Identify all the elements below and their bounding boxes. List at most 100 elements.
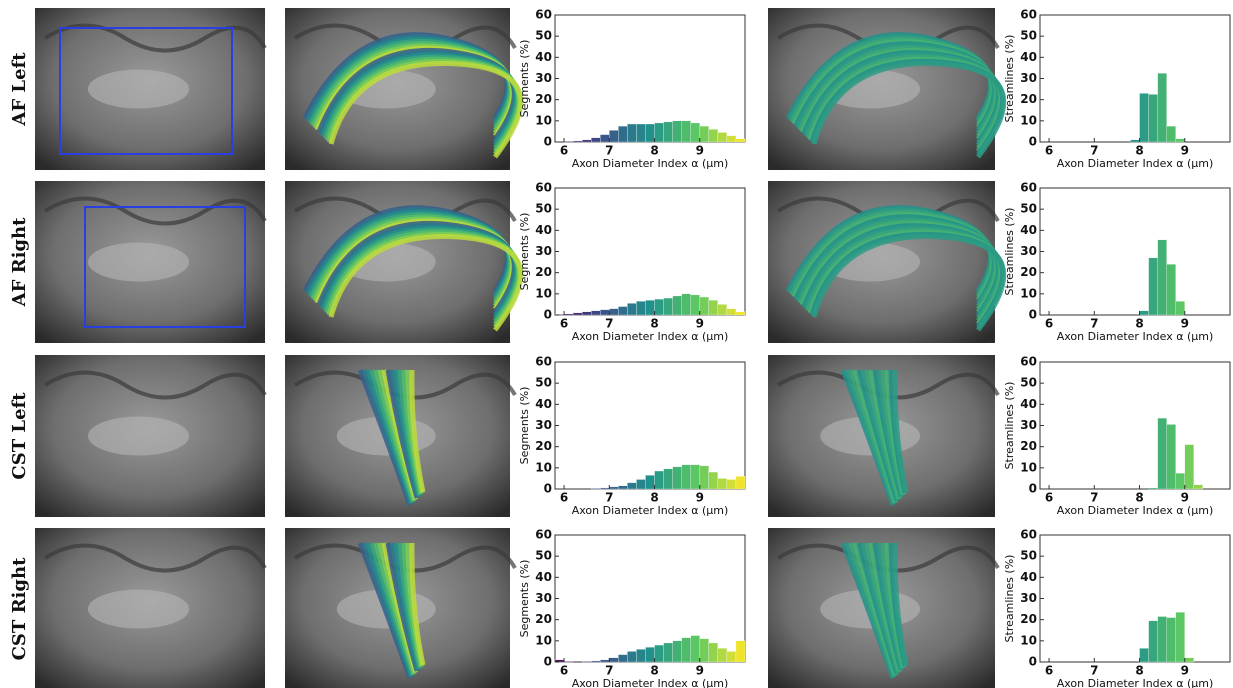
mri-image xyxy=(285,8,524,170)
y-tick-label: 20 xyxy=(535,265,552,279)
bar xyxy=(1175,612,1185,663)
mri-sulci xyxy=(43,23,267,53)
y-tick-label: 60 xyxy=(1020,528,1037,542)
bar xyxy=(708,129,719,143)
bar xyxy=(708,300,719,316)
mri-image xyxy=(35,8,267,170)
x-axis-label: Axon Diameter Index α (μm) xyxy=(1057,157,1214,170)
bar xyxy=(726,651,737,663)
y-tick-label: 40 xyxy=(1020,570,1037,584)
y-tick-label: 40 xyxy=(535,50,552,64)
x-axis-label: Axon Diameter Index α (μm) xyxy=(572,677,729,688)
y-tick-label: 0 xyxy=(1029,135,1037,149)
bar xyxy=(699,465,709,490)
y-tick-label: 30 xyxy=(535,418,552,432)
x-tick-label: 6 xyxy=(560,664,568,678)
x-tick-label: 7 xyxy=(605,317,613,331)
bar xyxy=(600,309,610,316)
y-tick-label: 0 xyxy=(544,308,552,322)
bar xyxy=(636,123,646,143)
y-tick-label: 10 xyxy=(1020,633,1037,647)
bar xyxy=(1184,444,1194,490)
y-tick-label: 20 xyxy=(535,92,552,106)
plot-frame xyxy=(554,14,746,143)
x-tick-label: 8 xyxy=(1135,491,1143,505)
y-axis-label: Segments (%) xyxy=(518,387,531,465)
y-axis-label: Streamlines (%) xyxy=(1003,382,1016,470)
row-label: AF Left xyxy=(9,52,30,127)
bar xyxy=(663,642,673,663)
bar xyxy=(618,485,628,490)
y-tick-label: 30 xyxy=(535,244,552,258)
bar xyxy=(690,635,700,663)
bar xyxy=(654,644,664,663)
y-tick-label: 0 xyxy=(544,135,552,149)
x-tick-label: 6 xyxy=(1045,144,1053,158)
fiber-tract xyxy=(409,542,426,666)
bar xyxy=(1166,424,1176,490)
fiber-tract xyxy=(892,369,909,493)
bar xyxy=(1157,239,1167,316)
fiber-tract xyxy=(892,542,909,666)
bar xyxy=(1139,648,1149,663)
bar xyxy=(1148,94,1158,143)
bar xyxy=(591,488,601,490)
mri-sulci xyxy=(43,543,267,573)
y-tick-label: 40 xyxy=(1020,223,1037,237)
y-tick-label: 20 xyxy=(1020,92,1037,106)
y-axis-label: Segments (%) xyxy=(518,213,531,291)
y-tick-label: 50 xyxy=(535,549,552,563)
y-tick-label: 60 xyxy=(535,355,552,369)
mri-image xyxy=(285,528,517,688)
bar xyxy=(572,312,583,316)
bar xyxy=(1157,417,1167,490)
plot-frame xyxy=(1039,361,1231,490)
y-tick-label: 30 xyxy=(1020,418,1037,432)
y-tick-label: 20 xyxy=(535,439,552,453)
bar xyxy=(1193,484,1204,490)
bar xyxy=(663,121,673,143)
bar xyxy=(654,298,664,316)
bar xyxy=(1166,125,1176,143)
y-tick-label: 10 xyxy=(535,286,552,300)
bar xyxy=(600,487,610,490)
y-tick-label: 0 xyxy=(1029,655,1037,669)
bar xyxy=(690,122,700,143)
bar xyxy=(672,295,682,316)
bar xyxy=(699,125,709,143)
fiber-tract xyxy=(328,233,524,332)
bar xyxy=(636,301,646,316)
bar xyxy=(627,123,637,143)
mri-structure xyxy=(87,69,190,109)
bar xyxy=(563,313,574,316)
bar xyxy=(581,661,592,663)
bar xyxy=(609,308,619,316)
bar xyxy=(1148,487,1158,490)
bar xyxy=(1139,310,1149,316)
bar xyxy=(672,640,682,663)
bar xyxy=(591,310,601,316)
bar xyxy=(591,137,601,143)
bar xyxy=(690,294,700,316)
mri-structure xyxy=(87,589,190,629)
bar xyxy=(681,637,691,663)
bar xyxy=(627,303,637,316)
bar xyxy=(636,649,646,663)
bar xyxy=(726,479,737,490)
bar xyxy=(654,470,664,490)
bar xyxy=(627,482,637,490)
row-label: AF Right xyxy=(9,217,30,307)
bar xyxy=(699,296,709,316)
y-tick-label: 60 xyxy=(1020,8,1037,22)
x-tick-label: 9 xyxy=(1181,144,1189,158)
bar xyxy=(1175,138,1185,143)
bar xyxy=(563,661,574,663)
bar xyxy=(672,120,682,143)
bar xyxy=(681,464,691,490)
x-tick-label: 8 xyxy=(1135,664,1143,678)
bar xyxy=(708,471,719,490)
bar xyxy=(591,660,601,663)
mri-image xyxy=(35,528,267,688)
y-tick-label: 10 xyxy=(1020,113,1037,127)
x-tick-label: 8 xyxy=(650,664,658,678)
